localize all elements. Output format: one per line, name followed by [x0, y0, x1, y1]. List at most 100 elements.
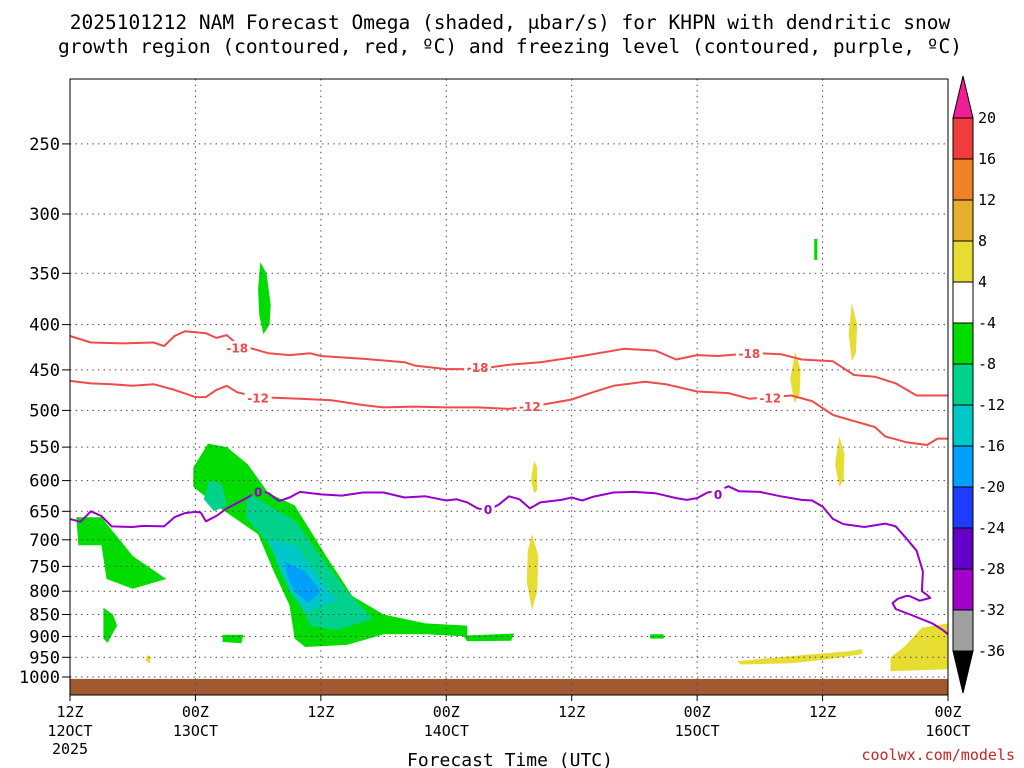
plot-frame	[69, 78, 949, 696]
x-tick-label-0-line2: 12OCT	[47, 722, 92, 740]
colorbar-band-7	[952, 404, 974, 447]
colorbar-top-arrow	[952, 75, 974, 119]
y-axis: 2503003504004505005506006507007508008509…	[19, 135, 70, 688]
omega-region-0	[76, 517, 167, 589]
y-tick-label-400: 400	[29, 316, 60, 336]
terrain-layer	[70, 678, 948, 695]
contour-label-0-1: 0	[484, 503, 492, 517]
omega-region-3	[258, 262, 271, 335]
contour-label--12-1: -12	[519, 400, 541, 414]
omega-region-6	[650, 634, 664, 639]
terrain-band	[70, 678, 948, 695]
contour-line--18	[69, 330, 948, 397]
y-tick-label-1000: 1000	[19, 668, 60, 688]
colorbar-label-5: -4	[978, 314, 996, 332]
colorbar-band-6	[952, 363, 974, 406]
omega-region-2	[103, 607, 117, 643]
temperature-contour-layer: -18 -18 -18 -12 -12 -12 0 0 0	[69, 330, 949, 636]
chart-title-line-1: 2025101212 NAM Forecast Omega (shaded, μ…	[70, 11, 951, 34]
y-tick-label-950: 950	[29, 648, 60, 668]
x-tick-label-24-line1: 12Z	[307, 703, 334, 721]
x-tick-label-84-line1: 00Z	[934, 703, 961, 721]
omega-region-5	[463, 633, 515, 642]
colorbar-band-1	[952, 158, 974, 201]
x-tick-label-0-line3: 2025	[52, 740, 88, 758]
chart-title-line-2: growth region (contoured, red, ºC) and f…	[58, 35, 962, 58]
y-tick-label-800: 800	[29, 582, 60, 602]
colorbar-label-9: -20	[978, 478, 1005, 496]
colorbar-band-12	[952, 609, 974, 652]
colorbar: 20 16 12 8 4 -4 -8 -12 -16 -20 -24 -28 -32 -36	[952, 75, 1005, 694]
contour-line--12	[69, 379, 948, 446]
colorbar-band-9	[952, 486, 974, 529]
x-tick-label-36-line1: 00Z	[433, 703, 460, 721]
x-tick-label-60-line1: 00Z	[684, 703, 711, 721]
credit-text: coolwx.com/models	[861, 746, 1015, 764]
omega-region-7	[814, 238, 818, 260]
plot-area-background	[70, 79, 948, 695]
colorbar-label-4: 4	[978, 273, 987, 291]
colorbar-band-10	[952, 527, 974, 570]
colorbar-band-11	[952, 568, 974, 611]
omega-region-16	[835, 436, 845, 487]
y-tick-label-600: 600	[29, 472, 60, 492]
colorbar-label-3: 8	[978, 232, 987, 250]
omega-region-11	[284, 561, 321, 603]
y-tick-label-250: 250	[29, 135, 60, 155]
colorbar-label-2: 12	[978, 191, 996, 209]
y-tick-label-700: 700	[29, 531, 60, 551]
colorbar-band-4	[952, 281, 974, 324]
x-tick-label-0-line1: 12Z	[56, 703, 83, 721]
colorbar-label-13: -36	[978, 642, 1005, 660]
x-tick-label-72-line1: 12Z	[809, 703, 836, 721]
colorbar-band-2	[952, 199, 974, 242]
contour-label--18-0: -18	[226, 341, 248, 355]
omega-region-18	[736, 649, 863, 665]
omega-shading-layer	[76, 238, 948, 672]
x-tick-label-60-line2: 15OCT	[675, 722, 720, 740]
y-tick-label-300: 300	[29, 205, 60, 225]
y-tick-label-850: 850	[29, 606, 60, 626]
colorbar-band-5	[952, 322, 974, 365]
y-tick-label-450: 450	[29, 361, 60, 381]
grid-layer	[70, 79, 948, 695]
colorbar-label-10: -24	[978, 519, 1005, 537]
omega-region-14	[848, 302, 858, 362]
contour-label--18-1: -18	[467, 361, 489, 375]
y-tick-label-350: 350	[29, 264, 60, 284]
colorbar-band-8	[952, 445, 974, 488]
contour-label-0-0: 0	[254, 485, 262, 499]
x-tick-label-36-line2: 14OCT	[424, 722, 469, 740]
colorbar-label-8: -16	[978, 437, 1005, 455]
contour-label--18-2: -18	[739, 347, 761, 361]
x-axis-label: Forecast Time (UTC)	[407, 750, 613, 768]
y-tick-label-750: 750	[29, 557, 60, 577]
contour-label--12-0: -12	[247, 391, 269, 405]
y-tick-label-900: 900	[29, 628, 60, 648]
colorbar-bottom-arrow	[952, 650, 974, 694]
colorbar-label-0: 20	[978, 109, 996, 127]
omega-region-19	[890, 623, 948, 672]
colorbar-label-1: 16	[978, 150, 996, 168]
omega-region-15	[790, 352, 801, 403]
x-tick-label-84-line2: 16OCT	[925, 722, 970, 740]
y-tick-label-650: 650	[29, 502, 60, 522]
colorbar-label-6: -8	[978, 355, 996, 373]
omega-region-1	[193, 443, 468, 647]
colorbar-label-12: -32	[978, 601, 1005, 619]
colorbar-band-0	[952, 117, 974, 160]
x-tick-label-12-line2: 13OCT	[173, 722, 218, 740]
omega-region-12	[531, 460, 538, 494]
omega-region-9	[245, 493, 374, 630]
omega-region-17	[145, 655, 152, 664]
x-tick-label-48-line1: 12Z	[558, 703, 585, 721]
contour-line-0	[69, 485, 949, 636]
y-tick-label-550: 550	[29, 438, 60, 458]
colorbar-band-3	[952, 240, 974, 283]
contour-label-0-2: 0	[714, 488, 722, 502]
contour-label--12-2: -12	[759, 391, 781, 405]
colorbar-label-11: -28	[978, 560, 1005, 578]
omega-region-8	[203, 480, 227, 512]
